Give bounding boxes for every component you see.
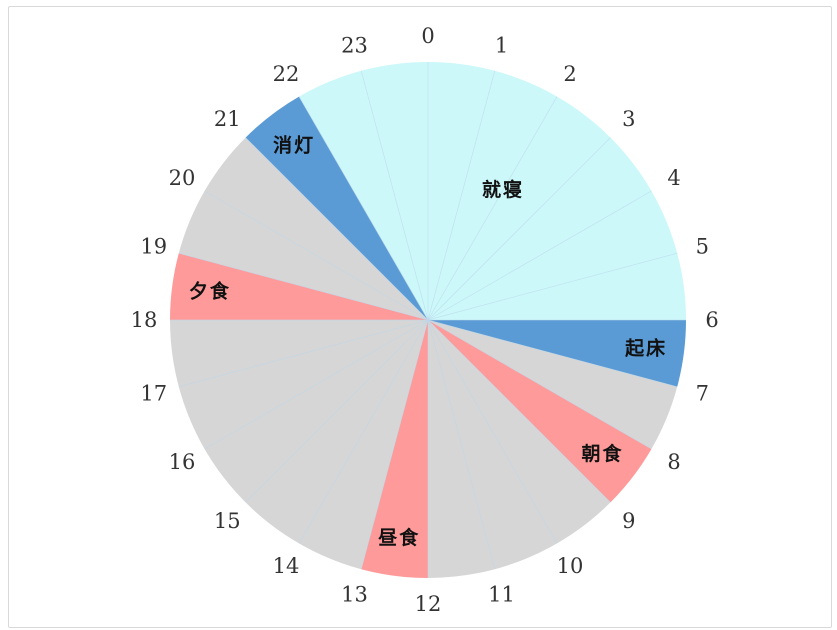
hour-label-8: 8	[667, 450, 680, 474]
hour-divider	[427, 70, 496, 321]
hour-divider	[204, 319, 429, 450]
pie-slice-消灯	[245, 96, 428, 320]
hour-divider	[427, 252, 678, 321]
hour-divider	[427, 190, 652, 321]
hour-label-20: 20	[169, 166, 196, 190]
pie-slices	[170, 62, 686, 578]
hour-label-22: 22	[273, 62, 300, 86]
pie-slice-就寝	[299, 62, 686, 321]
hour-divider	[245, 319, 429, 503]
hour-divider	[427, 319, 678, 388]
hour-label-6: 6	[705, 308, 718, 332]
pie-slice-夕食	[170, 253, 428, 320]
hour-divider	[360, 319, 429, 570]
hour-label-3: 3	[622, 107, 635, 131]
hour-label-14: 14	[273, 554, 300, 578]
pie-slice-朝食	[428, 320, 652, 503]
pie-slice-起床	[428, 320, 686, 387]
hour-divider	[204, 190, 429, 321]
activity-label-起床: 起床	[624, 337, 667, 360]
hour-label-10: 10	[557, 554, 584, 578]
hour-label-5: 5	[696, 235, 709, 259]
hour-divider	[298, 96, 429, 321]
hour-divider	[427, 96, 558, 321]
hour-label-2: 2	[563, 62, 576, 86]
pie-slice-free-2	[428, 320, 678, 449]
hour-divider	[427, 137, 611, 321]
hour-label-11: 11	[488, 582, 515, 606]
hour-divider	[427, 319, 558, 544]
hour-label-21: 21	[214, 107, 241, 131]
hour-label-12: 12	[415, 592, 442, 616]
activity-label-消灯: 消灯	[273, 134, 315, 157]
pie-slice-free-6	[170, 320, 428, 570]
hour-divider	[427, 319, 496, 570]
pie-slice-昼食	[361, 320, 428, 578]
activity-label-夕食: 夕食	[189, 279, 231, 302]
hour-divider	[298, 319, 429, 544]
pie-slice-free-8	[178, 137, 428, 320]
activity-label-朝食: 朝食	[581, 442, 623, 465]
hour-divider	[360, 70, 429, 321]
hour-label-18: 18	[131, 308, 158, 332]
hour-divider	[245, 137, 429, 321]
hour-label-13: 13	[341, 582, 368, 606]
hour-label-7: 7	[696, 382, 709, 406]
hour-label-0: 0	[421, 24, 434, 48]
hour-label-4: 4	[667, 166, 680, 190]
hour-label-17: 17	[140, 382, 167, 406]
hour-label-23: 23	[341, 34, 368, 58]
hour-label-9: 9	[622, 509, 635, 533]
hour-divider	[427, 319, 652, 450]
activity-label-昼食: 昼食	[378, 526, 420, 549]
hour-divider	[427, 319, 611, 503]
hour-dividers	[170, 62, 686, 578]
hour-label-1: 1	[495, 34, 508, 58]
hour-label-15: 15	[214, 509, 241, 533]
activity-label-就寝: 就寝	[482, 178, 524, 201]
hour-label-16: 16	[169, 450, 196, 474]
hour-label-19: 19	[140, 235, 167, 259]
hour-divider	[178, 252, 429, 321]
hour-divider	[178, 319, 429, 388]
pie-slice-free-4	[428, 320, 611, 578]
